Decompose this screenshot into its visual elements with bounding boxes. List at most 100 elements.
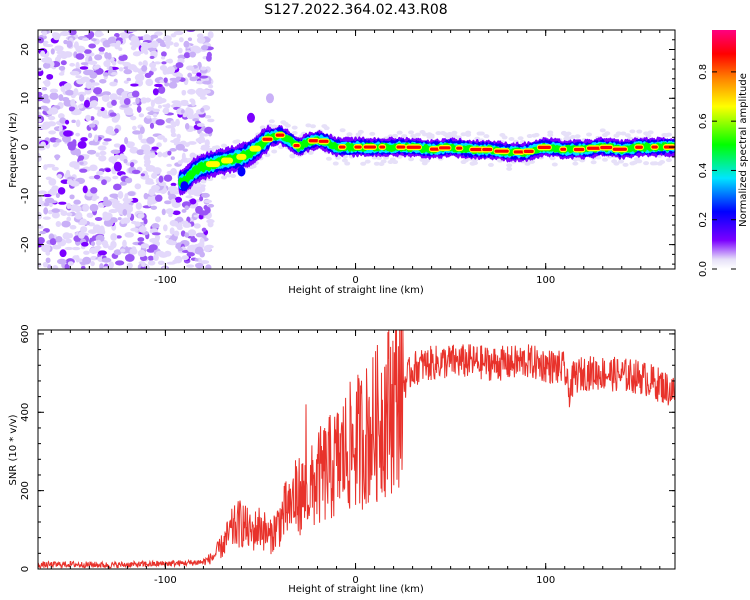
spectrogram-halo-cell [533, 132, 540, 137]
spectrogram-noise-cell [172, 79, 180, 83]
spectrogram-halo-cell [615, 131, 622, 136]
spectrogram-halo-cell [526, 134, 533, 139]
spectrogram-noise-cell [110, 149, 121, 154]
spectrogram-halo-cell [506, 163, 513, 168]
spectrogram-noise-cell [174, 255, 183, 264]
spectrogram-noise-cell [78, 231, 85, 239]
spectrogram-noise-cell [144, 158, 151, 166]
spectrogram-noise-cell [104, 51, 109, 59]
snr-x-tick-label: 0 [352, 575, 358, 586]
spectrogram-halo-cell [307, 150, 314, 155]
spectrogram-noise-cell [61, 96, 70, 102]
spectrogram-noise-cell [101, 257, 112, 263]
spectrogram-noise-cell [140, 45, 148, 54]
colorbar-ticks: 0.0 0.2 0.4 0.6 0.8 [698, 64, 736, 277]
spectrogram-halo-cell [517, 136, 524, 141]
spectrogram-halo-cell [643, 161, 650, 166]
snr-panel: -100 0 100 0 200 400 600 Height of straight li… [8, 324, 676, 595]
spectrogram-noise-cell [165, 235, 171, 239]
spectrogram-noise-cell [200, 66, 207, 71]
spectrogram-noise-cell [129, 146, 139, 154]
spectrogram-halo-cell [604, 131, 611, 136]
spectrogram-noise-cell [132, 51, 141, 57]
spectrogram-noise-cell [194, 258, 199, 262]
spectrogram-core-red [635, 145, 643, 149]
spectrogram-noise-cell [49, 188, 57, 196]
spectrogram-noise-cell [115, 260, 125, 266]
spectrogram-core-yellow [221, 157, 234, 164]
spectrogram-noise-cell [175, 143, 185, 151]
spectrogram-noise-cell [121, 217, 131, 224]
spectrogram-halo-cell [549, 156, 556, 161]
spectrogram-noise-cell [46, 73, 54, 80]
spectrogram-halo-cell [291, 130, 298, 135]
spectrogram-noise-cell [186, 30, 196, 33]
spectrogram-noise-cell [76, 78, 86, 85]
spectrogram-noise-cell [204, 126, 214, 134]
spectrogram-noise-cell [145, 78, 154, 87]
spectrogram-noise-cell [143, 218, 148, 225]
spectrogram-noise-cell [177, 222, 183, 229]
spectrogram-noise-cell [55, 235, 63, 243]
spectrogram-noise-cell [149, 62, 157, 69]
spectrogram-halo-cell [508, 137, 515, 142]
spectrogram-core-red [513, 150, 525, 154]
spectrogram-core-red [587, 146, 601, 150]
spectrogram-noise-cell [124, 177, 133, 184]
spectrogram-noise-cell [189, 98, 195, 103]
spectrogram-noise-cell [158, 175, 164, 183]
spectrogram-noise-cell [184, 205, 190, 211]
spectrogram-noise-cell [48, 107, 59, 115]
spectrogram-noise-cell [151, 146, 159, 150]
spectrogram-noise-cell [101, 179, 107, 186]
spectrogram-noise-cell [123, 98, 131, 105]
spectrogram-noise-cell [198, 75, 209, 79]
spectrogram-noise-cell [208, 84, 214, 89]
spectrogram-noise-cell [41, 244, 50, 248]
spectrogram-noise-cell [62, 232, 71, 240]
spectrogram-noise-cell [177, 47, 183, 54]
spectrogram-noise-cell [52, 244, 62, 250]
spectrogram-noise-cell [165, 125, 175, 129]
spectrogram-halo-cell [392, 160, 399, 165]
spectrogram-halo-cell [380, 159, 387, 164]
spectrogram-noise-cell [96, 170, 104, 176]
spectrogram-noise-cell [111, 60, 117, 66]
spectrogram-noise-cell [155, 194, 163, 202]
spectrogram-noise-cell [101, 94, 110, 102]
spectrogram-noise-cell [116, 96, 123, 101]
spectrogram-core-yellow [205, 161, 220, 168]
spectrogram-noise-cell [207, 31, 214, 39]
spectrogram-noise-cell [205, 264, 212, 269]
spectrogram-halo-cell [551, 162, 558, 167]
spectrogram-halo-cell [572, 157, 579, 162]
spectrogram-core-red [379, 145, 386, 149]
spectrogram-feature [113, 161, 122, 172]
spectrogram-noise-cell [59, 117, 67, 124]
colorbar-tick-label: 0.2 [698, 212, 709, 228]
spectrogram-halo-cell [462, 158, 469, 163]
spectrogram-halo-cell [230, 173, 237, 178]
spectrogram-noise-cell [155, 119, 165, 126]
spectrogram-noise-cell [170, 132, 177, 138]
spectrogram-halo-cell [408, 157, 415, 162]
spectrogram-halo-cell [392, 133, 399, 138]
spectrogram-noise-cell [199, 251, 205, 258]
spectrogram-noise-cell [102, 242, 109, 249]
spectrogram-noise-cell [42, 216, 51, 220]
spectrogram-noise-cell [115, 112, 121, 121]
spectrogram-noise-cell [117, 190, 124, 199]
spectrogram-halo-cell [602, 157, 609, 162]
colorbar-tick-label: 0.6 [698, 113, 709, 129]
spectrogram-noise-cell [137, 237, 145, 242]
spectrogram-noise-cell [142, 60, 148, 67]
spectrogram-halo-cell [501, 135, 508, 140]
spectrogram-halo-cell [617, 159, 624, 164]
spectrogram-noise-cell [111, 99, 117, 106]
spectrogram-noise-cell [86, 149, 97, 155]
spectrogram-noise-cell [39, 230, 47, 235]
spectrogram-core-red [308, 139, 319, 143]
spectrogram-noise-cell [38, 262, 42, 268]
spectrogram-noise-cell [143, 149, 151, 155]
spectrogram-noise-cell [49, 88, 59, 93]
